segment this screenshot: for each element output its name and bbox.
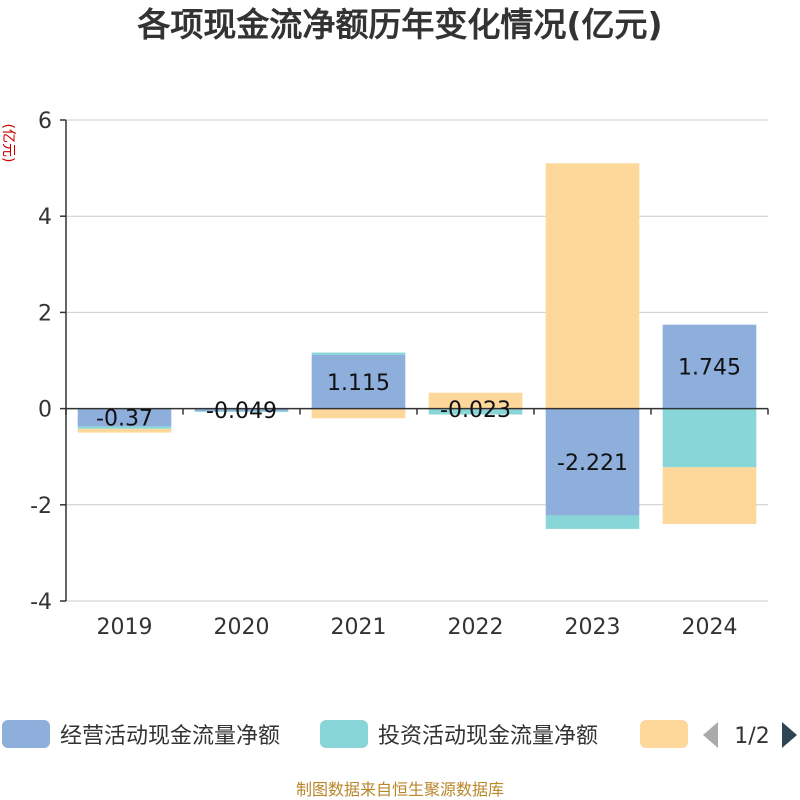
bars bbox=[77, 163, 757, 529]
x-tick-label: 2019 bbox=[97, 615, 153, 640]
y-tick-label: -2 bbox=[30, 494, 52, 519]
legend-swatch-0[interactable] bbox=[2, 720, 50, 748]
bar-2023-series-0[interactable] bbox=[545, 408, 640, 516]
bar-2019-series-2[interactable] bbox=[77, 428, 172, 433]
x-tick-label: 2021 bbox=[331, 615, 387, 640]
legend-swatch-2[interactable] bbox=[640, 720, 688, 748]
bar-2021-series-2[interactable] bbox=[311, 408, 406, 419]
y-tick-label: 2 bbox=[38, 301, 52, 326]
bar-2020-series-0[interactable] bbox=[194, 408, 289, 411]
data-label-2020: -0.049 bbox=[206, 399, 277, 424]
legend-next-page-icon[interactable] bbox=[782, 722, 797, 748]
x-tick-label: 2020 bbox=[214, 615, 270, 640]
bar-2023-series-2[interactable] bbox=[545, 163, 640, 409]
bar-2021-series-0[interactable] bbox=[311, 354, 406, 409]
bar-2022-series-2[interactable] bbox=[428, 392, 523, 409]
axes: 6 4 2 0 -2 -4 2019 2020 2021 2022 2023 2024 bbox=[30, 109, 769, 640]
data-label-2024: 1.745 bbox=[678, 356, 741, 381]
bar-2023-series-1[interactable] bbox=[545, 515, 640, 529]
data-labels: -0.37 -0.049 1.115 -0.023 -2.221 1.745 bbox=[96, 356, 741, 476]
x-tick-label: 2024 bbox=[682, 615, 738, 640]
bar-2024-series-2[interactable] bbox=[662, 467, 757, 525]
bar-2020-series-1[interactable] bbox=[194, 410, 289, 412]
legend-label-1[interactable]: 投资活动现金流量净额 bbox=[378, 724, 598, 749]
y-tick-label: 4 bbox=[38, 205, 52, 230]
chart-title: 各项现金流净额历年变化情况(亿元) bbox=[136, 5, 662, 44]
x-tick-label: 2023 bbox=[565, 615, 621, 640]
data-source: 制图数据来自恒生聚源数据库 bbox=[296, 780, 504, 799]
data-label-2019: -0.37 bbox=[96, 406, 153, 431]
bar-2024-series-1[interactable] bbox=[662, 408, 757, 468]
x-tick-label: 2022 bbox=[448, 615, 504, 640]
legend: 经营活动现金流量净额 投资活动现金流量净额 bbox=[2, 720, 688, 749]
legend-label-0[interactable]: 经营活动现金流量净额 bbox=[60, 724, 280, 749]
legend-swatch-1[interactable] bbox=[320, 720, 368, 748]
legend-page-indicator: 1/2 bbox=[734, 724, 769, 749]
legend-prev-page-icon[interactable] bbox=[703, 722, 718, 748]
data-label-2021: 1.115 bbox=[327, 371, 390, 396]
y-tick-label: 0 bbox=[38, 398, 52, 423]
grid bbox=[66, 119, 768, 602]
y-axis-unit: (亿元) bbox=[0, 124, 16, 163]
y-tick-label: 6 bbox=[38, 109, 52, 134]
bar-2024-series-0[interactable] bbox=[662, 324, 757, 409]
bar-2021-series-1[interactable] bbox=[311, 352, 406, 355]
data-label-2023: -2.221 bbox=[557, 451, 628, 476]
bar-2022-series-1[interactable] bbox=[428, 409, 523, 415]
bar-2019-series-1[interactable] bbox=[77, 426, 172, 429]
y-tick-label: -4 bbox=[30, 590, 52, 615]
data-label-2022: -0.023 bbox=[440, 398, 511, 423]
bar-2019-series-0[interactable] bbox=[77, 408, 172, 427]
